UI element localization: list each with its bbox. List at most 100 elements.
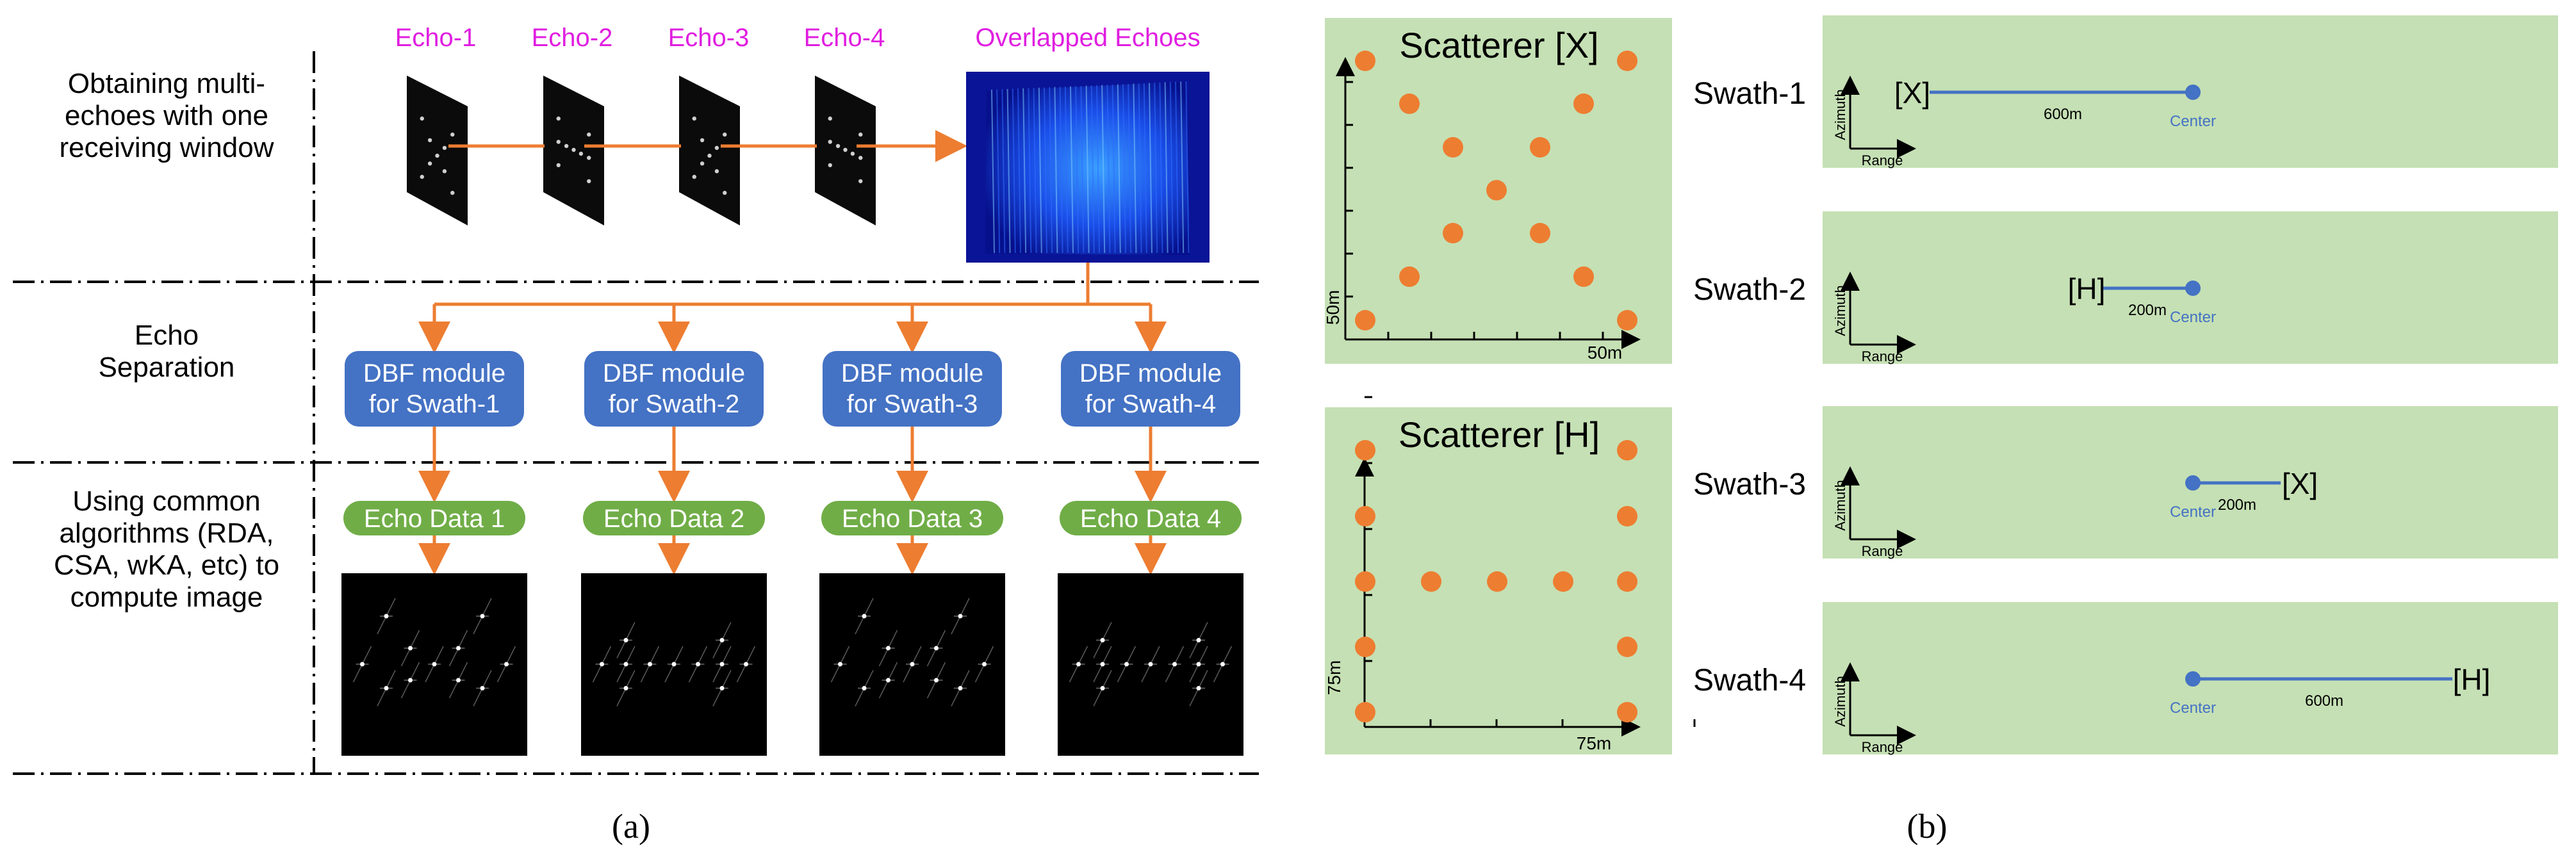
output-point bbox=[1124, 662, 1129, 667]
echo-plate-point bbox=[828, 140, 832, 144]
scatterer-x-title: Scatterer [X] bbox=[1399, 25, 1598, 65]
dbf-module-box bbox=[823, 351, 1002, 427]
echo-plate-point bbox=[707, 153, 712, 158]
scatterer-h-point bbox=[1617, 571, 1637, 592]
output-point bbox=[719, 686, 725, 690]
echo-plate-point bbox=[450, 132, 455, 137]
echo-plate-point bbox=[835, 143, 841, 149]
echo-plate-point bbox=[858, 179, 863, 184]
distance-label: 600m bbox=[2305, 692, 2343, 710]
swath-name: Swath-2 bbox=[1693, 273, 1806, 307]
center-label: Center bbox=[2170, 503, 2216, 521]
dbf-module-label-line: DBF module bbox=[841, 359, 983, 387]
dbf-module-box bbox=[584, 351, 764, 427]
distance-label: 600m bbox=[2044, 106, 2082, 123]
scatterer-x-panel: Scatterer [X] 50m 50m bbox=[1323, 18, 1672, 364]
caption-b: (b) bbox=[1907, 807, 1948, 845]
echo-data-label: Echo Data 3 bbox=[842, 505, 983, 533]
echo-plate-point bbox=[587, 132, 591, 137]
row-label-1-line: receiving window bbox=[59, 132, 274, 163]
output-point bbox=[1172, 662, 1177, 667]
scatterer-h-point bbox=[1355, 702, 1375, 722]
output-point bbox=[648, 662, 652, 667]
dbf-module-label-line: for Swath-2 bbox=[609, 390, 740, 418]
scatterer-h-point bbox=[1355, 571, 1375, 592]
azimuth-label: Azimuth bbox=[1832, 676, 1848, 726]
row-label-2-line: Separation bbox=[99, 352, 235, 383]
output-point bbox=[480, 614, 485, 619]
scatterer-h-point bbox=[1617, 702, 1637, 722]
echo-plate-point bbox=[723, 132, 727, 137]
echo-plate-point bbox=[723, 190, 727, 195]
scatterer-x-point bbox=[1399, 266, 1420, 287]
center-point bbox=[2185, 85, 2201, 100]
output-point bbox=[480, 686, 485, 690]
echo-plate-2 bbox=[543, 76, 604, 225]
echo-plate-point bbox=[843, 147, 848, 152]
row-label-3-line: algorithms (RDA, bbox=[60, 518, 274, 549]
output-point bbox=[1100, 638, 1105, 642]
output-point bbox=[384, 614, 389, 619]
scatterer-x-point bbox=[1617, 310, 1637, 330]
echo-data-boxes: Echo Data 1 Echo Data 2 Echo Data 3 Echo Da… bbox=[343, 501, 1242, 575]
scatterer-x-point bbox=[1486, 180, 1507, 200]
output-point bbox=[1196, 638, 1201, 642]
output-point bbox=[360, 662, 365, 667]
dbf-module-4: DBF module for Swath-4 bbox=[1061, 351, 1240, 427]
echo-plate-point bbox=[556, 140, 561, 144]
center-point bbox=[2185, 475, 2201, 491]
output-point bbox=[862, 614, 867, 619]
scatterer-h-point bbox=[1553, 571, 1573, 592]
dbf-modules: DBF module for Swath-1 DBF module for Swath… bbox=[345, 351, 1240, 503]
output-point bbox=[1148, 662, 1153, 667]
echo-data-label: Echo Data 1 bbox=[364, 505, 505, 533]
center-label: Center bbox=[2170, 309, 2216, 326]
swath-name: Swath-3 bbox=[1693, 468, 1806, 501]
echo-plate-point bbox=[714, 169, 719, 174]
echo-plate-point bbox=[556, 163, 561, 168]
output-point bbox=[744, 662, 748, 667]
scatterer-x-point bbox=[1443, 223, 1463, 243]
scatterer-h-point bbox=[1617, 637, 1637, 657]
dbf-module-label-line: DBF module bbox=[363, 359, 505, 387]
output-point bbox=[719, 638, 725, 642]
center-label: Center bbox=[2170, 113, 2216, 130]
dbf-module-label-line: for Swath-1 bbox=[369, 390, 500, 418]
scatterer-x-points bbox=[1355, 51, 1637, 330]
output-image-4 bbox=[1058, 573, 1243, 756]
echo-label-1: Echo-1 bbox=[395, 24, 477, 52]
center-label: Center bbox=[2170, 699, 2216, 717]
row-label-3: Using common algorithms (RDA, CSA, wKA, et… bbox=[54, 485, 279, 613]
echo-plate-3 bbox=[679, 76, 740, 225]
output-point bbox=[623, 638, 628, 642]
row-label-1-line: Obtaining multi- bbox=[68, 68, 265, 99]
echo-data-box bbox=[343, 501, 525, 535]
output-point bbox=[719, 662, 725, 667]
swath-name: Swath-4 bbox=[1693, 664, 1806, 697]
target-label: [X] bbox=[1894, 76, 1930, 110]
echo-plate-1 bbox=[407, 76, 468, 225]
output-point bbox=[910, 662, 915, 667]
echo-plate-point bbox=[564, 143, 569, 149]
echo-label-4: Echo-4 bbox=[804, 24, 885, 52]
distribution-tree bbox=[418, 263, 1167, 354]
output-image-1 bbox=[341, 573, 527, 756]
output-image-2 bbox=[581, 573, 767, 756]
overlapped-echoes-label: Overlapped Echoes bbox=[975, 24, 1200, 52]
scatterer-h-point bbox=[1355, 637, 1375, 657]
output-point bbox=[408, 678, 413, 683]
row-label-3-line: Using common bbox=[72, 485, 260, 517]
echo-plate-point bbox=[442, 169, 447, 174]
row-label-1: Obtaining multi-echoes with one receiving… bbox=[59, 68, 274, 163]
panel-b: Scatterer [X] 50m 50m Scatterer [H] 75m … bbox=[1323, 15, 2558, 845]
output-point bbox=[1100, 686, 1105, 690]
scatterer-x-point bbox=[1443, 137, 1463, 158]
echo-plates bbox=[407, 76, 876, 225]
output-point bbox=[456, 678, 461, 683]
output-point bbox=[671, 662, 677, 667]
output-point bbox=[456, 646, 461, 651]
dbf-module-label-line: for Swath-4 bbox=[1085, 390, 1217, 418]
output-point bbox=[384, 686, 389, 690]
echo-plate-point bbox=[427, 161, 432, 166]
